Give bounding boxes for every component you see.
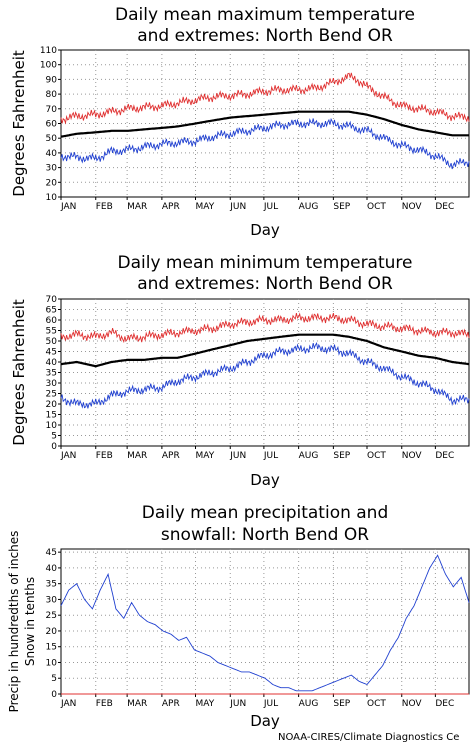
y-axis-label: Degrees Fahrenheit: [10, 299, 28, 446]
y-tick-label: 15: [46, 411, 57, 421]
y-tick-label: 50: [46, 337, 58, 347]
y-tick-label: 65: [46, 306, 57, 316]
y-tick-label: 5: [51, 674, 57, 684]
y-tick-label: 55: [46, 327, 57, 337]
x-tick-label: APR: [162, 451, 180, 461]
series-record-high: [60, 312, 470, 344]
y-tick-label: 35: [46, 369, 57, 379]
x-axis-label: Day: [250, 471, 280, 489]
series-precipitation: [60, 554, 470, 692]
x-tick-label: APR: [162, 202, 180, 212]
y-tick-label: 90: [46, 75, 58, 85]
series-record-low: [60, 117, 470, 170]
x-tick-label: JAN: [60, 451, 76, 461]
y-tick-label: 20: [46, 627, 58, 637]
y-tick-label: 10: [46, 193, 58, 203]
y-tick-label: 40: [46, 358, 58, 368]
y-tick-label: 80: [46, 90, 58, 100]
x-tick-label: AUG: [299, 202, 319, 212]
y-tick-label: 10: [46, 421, 58, 431]
x-tick-label: JUL: [263, 202, 278, 212]
y-tick-label: 40: [46, 149, 58, 159]
y-tick-label: 20: [46, 400, 58, 410]
x-tick-label: JAN: [60, 202, 76, 212]
x-tick-label: OCT: [367, 699, 386, 709]
y-tick-label: 70: [46, 105, 58, 115]
y-tick-label: 15: [46, 643, 57, 653]
x-tick-label: APR: [162, 699, 180, 709]
y-tick-label: 40: [46, 564, 58, 574]
x-tick-label: DEC: [435, 202, 454, 212]
y-tick-label: 100: [40, 61, 57, 71]
x-tick-label: NOV: [402, 202, 423, 212]
y-tick-label: 10: [46, 658, 58, 668]
x-tick-label: JUN: [229, 699, 246, 709]
x-tick-label: JUL: [263, 451, 278, 461]
y-tick-label: 0: [51, 442, 57, 452]
x-tick-label: JUL: [263, 699, 278, 709]
y-tick-label: 30: [46, 379, 58, 389]
chart-title-line: snowfall: North Bend OR: [161, 525, 369, 545]
y-tick-label: 25: [46, 390, 57, 400]
y-tick-label: 30: [46, 595, 58, 605]
series-record-high: [60, 72, 470, 125]
x-tick-label: MAR: [127, 451, 147, 461]
x-tick-label: NOV: [402, 451, 423, 461]
y-axis-label: Degrees Fahrenheit: [10, 50, 28, 197]
x-tick-label: DEC: [435, 699, 454, 709]
series-mean: [60, 110, 469, 138]
chart-title-line: Daily mean maximum temperature: [115, 5, 415, 25]
chart-title-line: Daily mean minimum temperature: [118, 253, 413, 273]
x-tick-label: MAY: [196, 202, 215, 212]
x-tick-label: FEB: [96, 451, 113, 461]
y-tick-label: 70: [46, 295, 58, 305]
x-tick-label: FEB: [96, 699, 113, 709]
x-axis-label: Day: [250, 712, 280, 730]
y-tick-label: 35: [46, 580, 57, 590]
x-tick-label: NOV: [402, 699, 423, 709]
chart-title-line: Daily mean precipitation and: [142, 503, 389, 523]
x-tick-label: JUN: [229, 202, 246, 212]
chart-title-line: and extremes: North Bend OR: [137, 274, 393, 294]
y-tick-label: 5: [51, 432, 57, 442]
x-tick-label: DEC: [435, 451, 454, 461]
x-tick-label: SEP: [333, 451, 350, 461]
x-tick-label: AUG: [299, 699, 319, 709]
y-tick-label: 25: [46, 611, 57, 621]
chart-title-line: and extremes: North Bend OR: [137, 26, 393, 46]
y-axis-label: Precip in hundredths of inches: [7, 531, 21, 713]
x-tick-label: JAN: [60, 699, 76, 709]
series-record-low: [60, 341, 470, 409]
y-tick-label: 45: [46, 548, 57, 558]
y-tick-label: 20: [46, 178, 58, 188]
series-mean: [60, 333, 470, 368]
y-tick-label: 0: [51, 690, 57, 700]
y-tick-label: 30: [46, 164, 58, 174]
plot-frame: [60, 548, 470, 695]
x-tick-label: OCT: [367, 202, 386, 212]
x-tick-label: MAR: [127, 202, 147, 212]
x-tick-label: MAR: [127, 699, 147, 709]
x-tick-label: OCT: [367, 451, 386, 461]
x-tick-label: SEP: [333, 202, 350, 212]
y-tick-label: 60: [46, 316, 58, 326]
footer-credit: NOAA-CIRES/Climate Diagnostics Ce: [278, 732, 460, 743]
y-tick-label: 45: [46, 348, 57, 358]
y-tick-label: 110: [40, 46, 57, 56]
x-tick-label: AUG: [299, 451, 319, 461]
x-tick-label: MAY: [196, 699, 215, 709]
y-axis-label: Snow in tenths: [23, 577, 37, 666]
x-axis-label: Day: [250, 221, 280, 239]
x-tick-label: JUN: [229, 451, 246, 461]
x-tick-label: SEP: [333, 699, 350, 709]
x-tick-label: MAY: [196, 451, 215, 461]
x-tick-label: FEB: [96, 202, 113, 212]
y-tick-label: 60: [46, 120, 58, 130]
y-tick-label: 50: [46, 134, 58, 144]
